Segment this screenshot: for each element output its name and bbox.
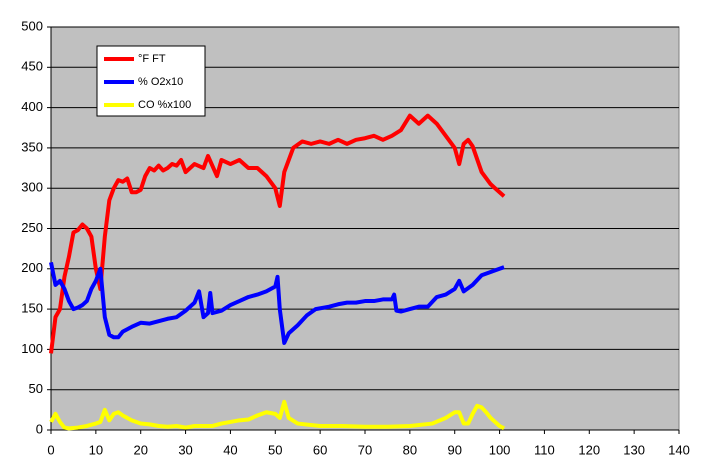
x-tick-label: 140 bbox=[668, 442, 690, 457]
y-tick-label: 0 bbox=[36, 421, 43, 436]
y-tick-label: 200 bbox=[21, 260, 43, 275]
series-line bbox=[49, 399, 506, 431]
y-tick-label: 100 bbox=[21, 341, 43, 356]
x-tick-label: 10 bbox=[89, 442, 103, 457]
y-tick-label: 350 bbox=[21, 139, 43, 154]
x-tick-label: 90 bbox=[447, 442, 461, 457]
x-tick-label: 50 bbox=[268, 442, 282, 457]
y-tick-label: 450 bbox=[21, 59, 43, 74]
legend-label: CO %x100 bbox=[138, 99, 191, 111]
x-tick-label: 100 bbox=[489, 442, 511, 457]
x-tick-label: 80 bbox=[403, 442, 417, 457]
y-tick-label: 300 bbox=[21, 180, 43, 195]
series-line bbox=[49, 113, 506, 354]
legend-label: °F FT bbox=[138, 53, 166, 65]
x-tick-label: 120 bbox=[578, 442, 600, 457]
y-tick-label: 50 bbox=[29, 381, 43, 396]
x-tick-label: 70 bbox=[358, 442, 372, 457]
legend-label: % O2x10 bbox=[138, 76, 183, 88]
x-tick-label: 0 bbox=[47, 442, 54, 457]
x-tick-label: 110 bbox=[534, 442, 555, 457]
x-tick-label: 40 bbox=[223, 442, 237, 457]
x-tick-label: 130 bbox=[623, 442, 645, 457]
y-tick-label: 250 bbox=[21, 220, 43, 235]
legend: °F FT % O2x10 CO %x100 bbox=[96, 45, 206, 117]
y-tick-label: 150 bbox=[21, 301, 43, 316]
x-tick-label: 20 bbox=[133, 442, 147, 457]
y-tick-label: 400 bbox=[21, 99, 43, 114]
series-line bbox=[49, 261, 505, 345]
y-tick-label: 500 bbox=[21, 18, 43, 33]
x-tick-label: 60 bbox=[313, 442, 327, 457]
x-tick-label: 30 bbox=[178, 442, 192, 457]
